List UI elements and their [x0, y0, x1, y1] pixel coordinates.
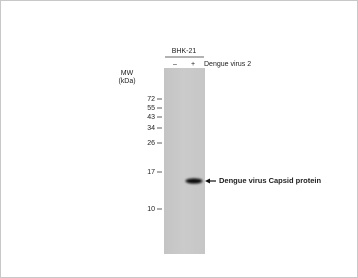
band-label: Dengue virus Capsid protein: [219, 176, 322, 185]
lane-label: +: [191, 61, 195, 68]
gel-lane: [164, 68, 205, 254]
treatment-label: Dengue virus 2: [204, 61, 251, 68]
marker-label: 26: [147, 140, 155, 147]
marker-label: 55: [147, 105, 155, 112]
mw-title: MW: [121, 70, 134, 77]
western-blot-figure: BHK-21 – + Dengue virus 2 MW (kDa) Dengu…: [0, 0, 358, 278]
marker-label: 17: [147, 169, 155, 176]
cell-line-label: BHK-21: [172, 48, 197, 55]
marker-label: 43: [147, 114, 155, 121]
marker-label: 10: [147, 206, 155, 213]
lane-label: –: [173, 61, 177, 68]
protein-band: [186, 178, 203, 183]
marker-label: 72: [147, 96, 155, 103]
mw-unit: (kDa): [118, 78, 135, 85]
page: BHK-21 – + Dengue virus 2 MW (kDa) Dengu…: [0, 0, 358, 278]
marker-label: 34: [147, 125, 155, 132]
